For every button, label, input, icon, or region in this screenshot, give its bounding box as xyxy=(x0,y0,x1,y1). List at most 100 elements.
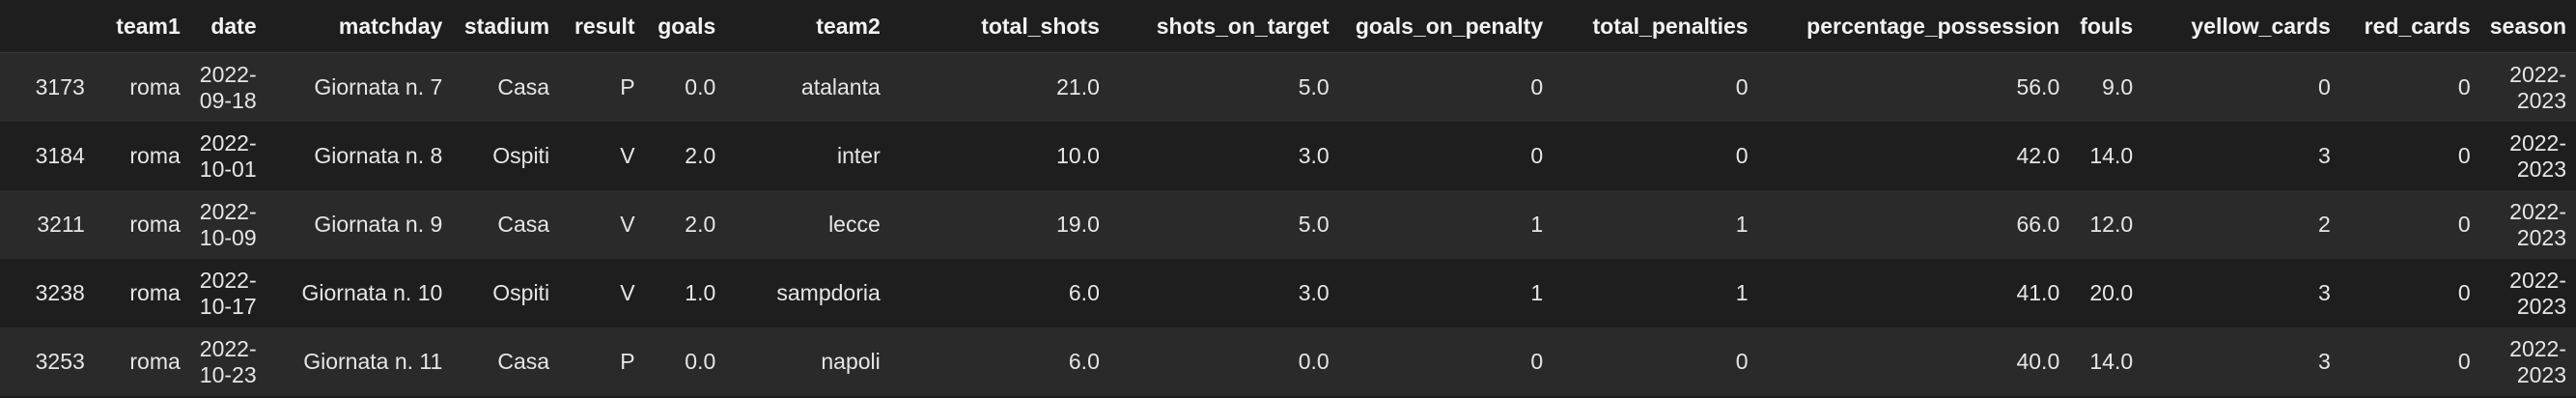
cell-result: P xyxy=(559,327,645,396)
cell-team1: roma xyxy=(94,122,190,190)
table-row: 3238 roma 2022-10-17 Giornata n. 10 Ospiti V 1… xyxy=(0,259,2576,327)
cell-fouls: 20.0 xyxy=(2069,259,2143,327)
cell-total_shots: 10.0 xyxy=(889,122,1109,190)
cell-index: 3238 xyxy=(0,259,95,327)
cell-result: P xyxy=(559,52,645,122)
cell-index: 3184 xyxy=(0,122,95,190)
cell-season: 2022-2023 xyxy=(2479,190,2576,259)
cell-red_cards: 0 xyxy=(2339,122,2480,190)
cell-yellow_cards: 3 xyxy=(2142,259,2340,327)
cell-date: 2022-10-23 xyxy=(189,327,266,396)
cell-total_penalties: 0 xyxy=(1553,327,1758,396)
cell-team1: roma xyxy=(94,52,190,122)
cell-date: 2022-10-09 xyxy=(189,190,266,259)
cell-goals_on_penalty: 1 xyxy=(1338,259,1554,327)
column-header-yellow_cards: yellow_cards xyxy=(2142,0,2340,53)
header-row: team1 date matchday stadium result goals team2… xyxy=(0,0,2576,53)
cell-stadium: Ospiti xyxy=(452,122,560,190)
cell-yellow_cards: 2 xyxy=(2142,190,2340,259)
table-row: 3211 roma 2022-10-09 Giornata n. 9 Casa V 2.0 l… xyxy=(0,190,2576,259)
cell-matchday: Giornata n. 9 xyxy=(266,190,453,259)
column-header-goals: goals xyxy=(644,0,726,53)
column-header-total_shots: total_shots xyxy=(889,0,1109,53)
column-header-stadium: stadium xyxy=(452,0,560,53)
table-row: 3253 roma 2022-10-23 Giornata n. 11 Casa P 0.0… xyxy=(0,327,2576,396)
cell-total_shots: 6.0 xyxy=(889,327,1109,396)
cell-goals_on_penalty: 0 xyxy=(1338,52,1554,122)
cell-shots_on_target: 5.0 xyxy=(1108,190,1339,259)
cell-fouls: 14.0 xyxy=(2069,122,2143,190)
cell-team2: lecce xyxy=(725,190,890,259)
cell-team2: atalanta xyxy=(725,52,890,122)
table-body: 3173 roma 2022-09-18 Giornata n. 7 Casa P 0.0 a… xyxy=(0,52,2576,396)
cell-total_penalties: 0 xyxy=(1553,52,1758,122)
cell-index: 3173 xyxy=(0,52,95,122)
cell-percentage_possession: 40.0 xyxy=(1757,327,2070,396)
table-row: 3173 roma 2022-09-18 Giornata n. 7 Casa P 0.0 a… xyxy=(0,52,2576,122)
cell-yellow_cards: 3 xyxy=(2142,122,2340,190)
cell-date: 2022-10-01 xyxy=(189,122,266,190)
cell-stadium: Casa xyxy=(452,190,560,259)
cell-shots_on_target: 5.0 xyxy=(1108,52,1339,122)
column-header-shots_on_target: shots_on_target xyxy=(1108,0,1339,53)
column-header-goals_on_penalty: goals_on_penalty xyxy=(1338,0,1554,53)
cell-index: 3211 xyxy=(0,190,95,259)
column-header-index xyxy=(0,0,95,53)
cell-red_cards: 0 xyxy=(2339,259,2480,327)
cell-team2: napoli xyxy=(725,327,890,396)
cell-goals: 2.0 xyxy=(644,190,726,259)
cell-stadium: Casa xyxy=(452,52,560,122)
cell-fouls: 9.0 xyxy=(2069,52,2143,122)
cell-goals_on_penalty: 1 xyxy=(1338,190,1554,259)
column-header-total_penalties: total_penalties xyxy=(1553,0,1758,53)
cell-shots_on_target: 3.0 xyxy=(1108,122,1339,190)
cell-total_shots: 19.0 xyxy=(889,190,1109,259)
cell-fouls: 12.0 xyxy=(2069,190,2143,259)
column-header-red_cards: red_cards xyxy=(2339,0,2480,53)
cell-season: 2022-2023 xyxy=(2479,259,2576,327)
cell-stadium: Casa xyxy=(452,327,560,396)
column-header-matchday: matchday xyxy=(266,0,453,53)
column-header-percentage_possession: percentage_possession xyxy=(1757,0,2070,53)
cell-percentage_possession: 66.0 xyxy=(1757,190,2070,259)
column-header-date: date xyxy=(189,0,266,53)
cell-team1: roma xyxy=(94,327,190,396)
cell-percentage_possession: 56.0 xyxy=(1757,52,2070,122)
cell-matchday: Giornata n. 7 xyxy=(266,52,453,122)
cell-matchday: Giornata n. 11 xyxy=(266,327,453,396)
cell-red_cards: 0 xyxy=(2339,327,2480,396)
cell-goals: 0.0 xyxy=(644,327,726,396)
cell-date: 2022-10-17 xyxy=(189,259,266,327)
column-header-season: season xyxy=(2479,0,2576,53)
cell-season: 2022-2023 xyxy=(2479,327,2576,396)
cell-team2: inter xyxy=(725,122,890,190)
cell-matchday: Giornata n. 10 xyxy=(266,259,453,327)
cell-total_shots: 21.0 xyxy=(889,52,1109,122)
table-row: 3184 roma 2022-10-01 Giornata n. 8 Ospiti V 2.… xyxy=(0,122,2576,190)
column-header-team2: team2 xyxy=(725,0,890,53)
cell-shots_on_target: 3.0 xyxy=(1108,259,1339,327)
cell-result: V xyxy=(559,259,645,327)
column-header-result: result xyxy=(559,0,645,53)
cell-team1: roma xyxy=(94,190,190,259)
cell-red_cards: 0 xyxy=(2339,52,2480,122)
cell-goals: 0.0 xyxy=(644,52,726,122)
cell-total_penalties: 1 xyxy=(1553,259,1758,327)
cell-team2: sampdoria xyxy=(725,259,890,327)
cell-result: V xyxy=(559,122,645,190)
cell-matchday: Giornata n. 8 xyxy=(266,122,453,190)
cell-red_cards: 0 xyxy=(2339,190,2480,259)
cell-percentage_possession: 42.0 xyxy=(1757,122,2070,190)
cell-total_penalties: 0 xyxy=(1553,122,1758,190)
cell-season: 2022-2023 xyxy=(2479,52,2576,122)
cell-yellow_cards: 3 xyxy=(2142,327,2340,396)
cell-total_penalties: 1 xyxy=(1553,190,1758,259)
cell-yellow_cards: 0 xyxy=(2142,52,2340,122)
cell-fouls: 14.0 xyxy=(2069,327,2143,396)
cell-stadium: Ospiti xyxy=(452,259,560,327)
cell-shots_on_target: 0.0 xyxy=(1108,327,1339,396)
cell-team1: roma xyxy=(94,259,190,327)
cell-date: 2022-09-18 xyxy=(189,52,266,122)
